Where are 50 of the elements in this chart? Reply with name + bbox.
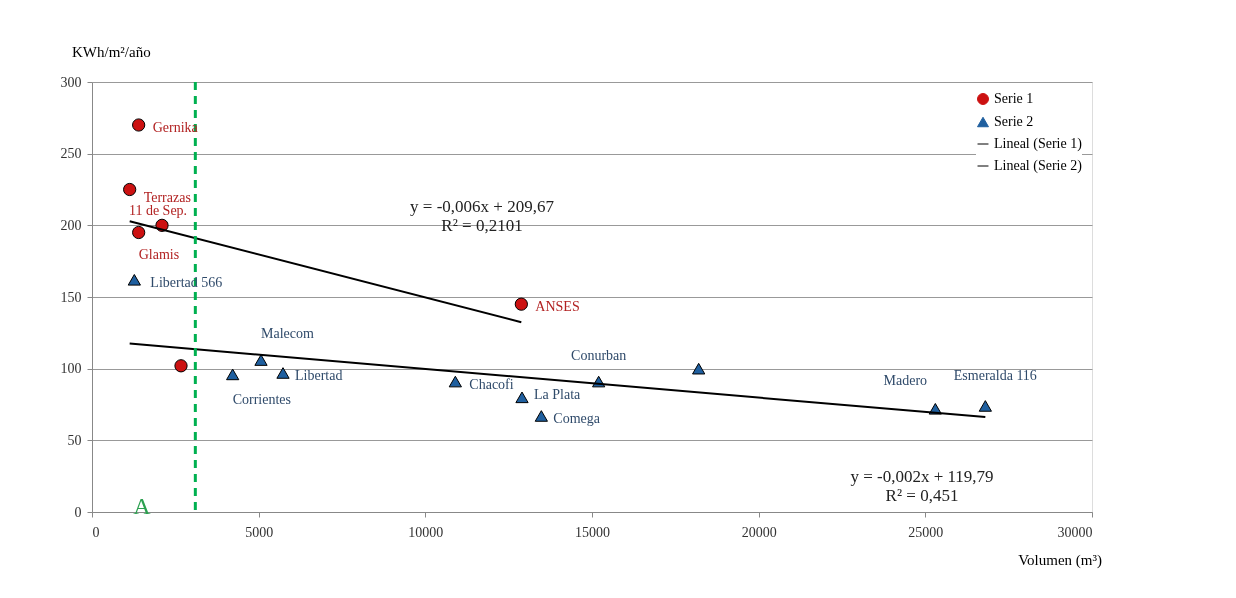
point [515, 391, 529, 404]
legend-label: Lineal (Serie 1) [994, 136, 1083, 152]
point [132, 225, 146, 240]
y-tick-label: 50 [67, 432, 82, 448]
legend-label: Lineal (Serie 2) [994, 158, 1083, 174]
x-tick-label: 30000 [1057, 524, 1093, 540]
data-label: La Plata [534, 387, 582, 403]
x-tick-label: 0 [92, 524, 100, 540]
point [534, 410, 548, 422]
annotation: y = -0,006x + 209,67 R² = 0,2101 [410, 197, 555, 235]
data-label: 11 de Sep. [128, 203, 188, 219]
data-label: Madero [883, 372, 928, 388]
y-tick-label: 0 [74, 504, 82, 520]
point [514, 297, 528, 311]
y-tick-label: 100 [60, 361, 82, 377]
data-label: Libertad 566 [150, 274, 223, 290]
point [692, 362, 706, 375]
annotation: y = -0,002x + 119,79 R² = 0,451 [850, 467, 994, 505]
y-axis-title: KWh/m²/año [72, 44, 151, 60]
y-tick-label: 200 [60, 217, 82, 233]
y-tick-label: 150 [60, 289, 82, 305]
data-label: Glamis [138, 246, 180, 262]
point [226, 368, 240, 381]
data-label: Terrazas [143, 189, 191, 205]
data-label: ANSES [535, 299, 580, 315]
x-tick-label: 15000 [575, 524, 610, 540]
y-tick-label: 300 [60, 74, 82, 90]
x-tick-label: 20000 [741, 524, 777, 540]
data-label: Conurban [571, 347, 627, 363]
point [174, 359, 188, 373]
point [978, 400, 992, 412]
data-label: Corrientes [232, 392, 291, 408]
point [132, 118, 146, 132]
point [127, 274, 141, 286]
x-axis-title: Volumen (m³) [1018, 552, 1102, 569]
point [276, 367, 290, 379]
x-tick-label: 25000 [908, 524, 944, 540]
data-label: Esmeralda 116 [953, 367, 1037, 383]
data-label: Libertad [295, 367, 343, 383]
y-tick-label: 250 [60, 146, 82, 162]
point [448, 375, 462, 388]
data-label: Malecom [261, 326, 314, 342]
data-label: Chacofi [469, 376, 514, 392]
x-tick-label: 10000 [408, 524, 444, 540]
point [123, 182, 137, 197]
legend-label: Serie 1 [994, 91, 1034, 106]
data-label: Comega [553, 410, 601, 426]
point [254, 354, 268, 366]
x-tick-label: 5000 [245, 524, 274, 540]
legend-label: Serie 2 [994, 114, 1034, 129]
